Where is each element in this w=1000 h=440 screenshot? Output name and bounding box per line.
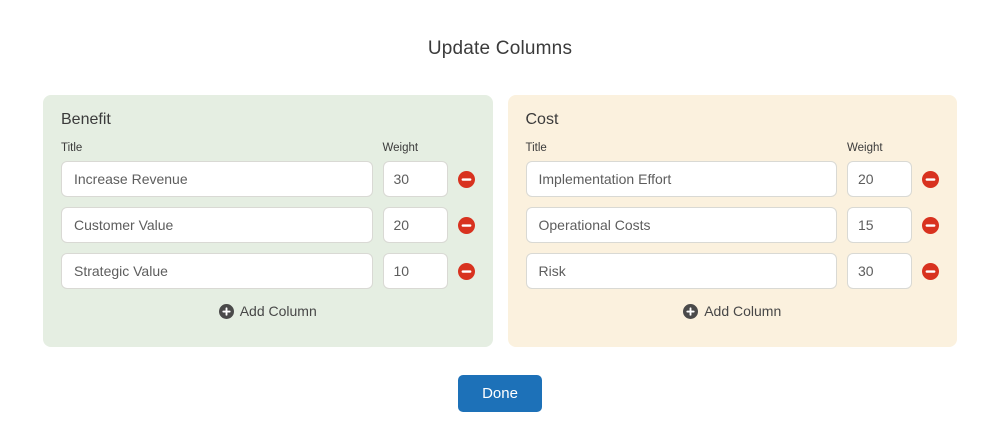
column-title-input[interactable]	[525, 253, 837, 289]
column-weight-input[interactable]	[847, 161, 912, 197]
rows-container	[61, 161, 475, 289]
remove-column-button[interactable]	[922, 262, 939, 280]
column-title-input[interactable]	[61, 253, 373, 289]
minus-circle-icon	[457, 262, 475, 280]
column-row	[61, 161, 475, 197]
add-column-label: Add Column	[704, 303, 782, 319]
add-column-button[interactable]: Add Column	[218, 303, 317, 319]
cost-panel: Cost Title Weight	[507, 95, 957, 347]
benefit-panel: Benefit Title Weight	[43, 95, 493, 347]
minus-circle-icon	[457, 216, 475, 234]
column-weight-input[interactable]	[847, 207, 912, 243]
minus-circle-icon	[922, 170, 939, 188]
column-weight-input[interactable]	[847, 253, 912, 289]
rows-container	[525, 161, 939, 289]
footer: Done	[0, 375, 1000, 412]
plus-circle-icon	[218, 303, 234, 319]
page-title: Update Columns	[427, 38, 573, 59]
minus-circle-icon	[457, 170, 475, 188]
add-column-label: Add Column	[239, 303, 317, 319]
done-button[interactable]: Done	[458, 375, 542, 412]
remove-column-button[interactable]	[457, 262, 475, 280]
minus-circle-icon	[922, 216, 939, 234]
column-row	[525, 207, 939, 243]
weight-column-label: Weight	[382, 142, 419, 154]
panel-title: Cost	[525, 111, 559, 128]
column-weight-input[interactable]	[382, 161, 448, 197]
column-weight-input[interactable]	[382, 253, 448, 289]
column-title-input[interactable]	[61, 207, 373, 243]
remove-column-button[interactable]	[922, 216, 939, 234]
column-row	[61, 253, 475, 289]
column-row	[61, 207, 475, 243]
panel-title: Benefit	[61, 111, 111, 128]
column-labels-row: Title Weight	[61, 142, 475, 154]
minus-circle-icon	[922, 262, 939, 280]
plus-circle-icon	[683, 303, 699, 319]
column-title-input[interactable]	[61, 161, 373, 197]
panels-container: Benefit Title Weight	[43, 95, 957, 347]
add-column-button[interactable]: Add Column	[683, 303, 781, 319]
remove-column-button[interactable]	[457, 170, 475, 188]
weight-column-label: Weight	[847, 142, 883, 154]
remove-column-button[interactable]	[922, 170, 939, 188]
column-row	[525, 161, 939, 197]
column-title-input[interactable]	[525, 161, 837, 197]
column-weight-input[interactable]	[382, 207, 448, 243]
remove-column-button[interactable]	[457, 216, 475, 234]
title-column-label: Title	[525, 142, 547, 154]
column-title-input[interactable]	[525, 207, 837, 243]
column-row	[525, 253, 939, 289]
title-column-label: Title	[61, 142, 83, 154]
column-labels-row: Title Weight	[526, 142, 940, 154]
